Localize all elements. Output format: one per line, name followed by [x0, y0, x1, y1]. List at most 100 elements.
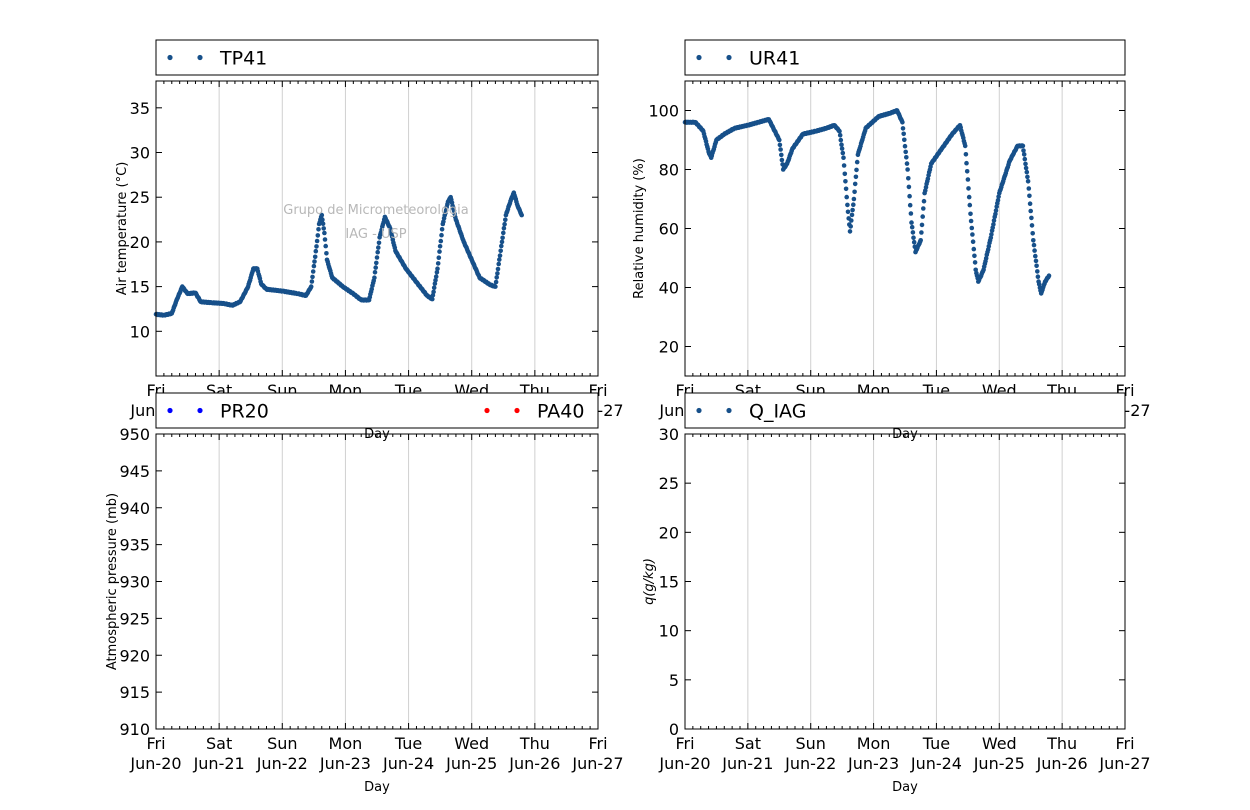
data-point [968, 218, 974, 224]
data-point [970, 239, 976, 244]
data-point [1022, 156, 1028, 162]
plot-frame [155, 433, 599, 730]
data-point [842, 171, 848, 177]
data-point [920, 214, 925, 219]
data-point [964, 169, 970, 174]
data-point [322, 237, 328, 242]
data-point [919, 222, 925, 228]
x-axis-label: Day [892, 780, 918, 795]
data-point [372, 270, 378, 275]
data-point [501, 230, 506, 236]
data-point [904, 161, 910, 166]
y-tick-label: 950 [119, 425, 150, 444]
x-tick-label-day: Thu [519, 734, 550, 753]
y-tick-label: 30 [659, 425, 679, 444]
data-point [313, 248, 319, 254]
data-point [434, 270, 440, 275]
data-point [497, 257, 502, 262]
plot-frame [684, 433, 1126, 730]
data-point [968, 211, 973, 217]
data-point [1025, 174, 1030, 180]
data-point [1027, 201, 1033, 206]
data-point [1028, 208, 1033, 214]
y-tick-label: 20 [130, 233, 150, 252]
data-point [372, 275, 377, 281]
y-tick-label: 10 [659, 622, 679, 641]
legend-box [155, 39, 599, 76]
data-point [1046, 273, 1052, 279]
y-tick-label: 30 [130, 144, 150, 163]
chart-humidity: 20406080100FriJun-20SatJun-21SunJun-22Mo… [632, 39, 1151, 442]
data-point [309, 279, 315, 284]
watermark-line-2: IAG - USP [345, 227, 406, 242]
data-point [779, 152, 784, 158]
data-point [431, 289, 436, 295]
data-point [972, 253, 977, 259]
data-point [911, 235, 916, 240]
legend-box [684, 392, 1126, 429]
data-point [843, 186, 849, 192]
data-point [437, 249, 442, 254]
legend-label: TP41 [219, 48, 267, 70]
data-point [837, 128, 842, 134]
y-tick-label: 910 [119, 720, 150, 739]
data-point [854, 159, 860, 165]
data-point [965, 177, 971, 182]
data-point [841, 163, 847, 168]
data-point [433, 278, 438, 283]
data-point [839, 142, 844, 147]
x-tick-label-day: Sun [795, 734, 825, 753]
data-point [1035, 269, 1040, 274]
y-tick-label: 20 [659, 338, 679, 357]
data-point [854, 167, 859, 173]
data-point [502, 221, 507, 227]
data-point [1034, 263, 1039, 269]
legend-marker [696, 407, 702, 414]
data-point [845, 202, 850, 208]
x-tick-label-date: Jun-20 [129, 754, 181, 773]
data-point [838, 137, 844, 143]
y-tick-label: 930 [119, 573, 150, 592]
x-tick-label-date: Jun-24 [382, 754, 434, 773]
data-point [919, 230, 924, 235]
x-tick-label-date: Jun-23 [319, 754, 371, 773]
data-point [1021, 148, 1026, 153]
data-point [964, 160, 969, 166]
legend-marker [167, 54, 173, 61]
data-point [519, 212, 524, 218]
legend-marker [726, 54, 732, 61]
y-tick-label: 15 [130, 278, 150, 297]
data-point [1027, 193, 1032, 199]
x-axis-label: Day [364, 780, 390, 795]
data-point [495, 271, 500, 276]
x-tick-label-date: Jun-21 [193, 754, 245, 773]
legend-marker [197, 54, 203, 61]
data-point [310, 274, 315, 280]
data-point [308, 284, 314, 289]
data-point [852, 189, 857, 195]
data-point [436, 255, 442, 260]
data-point [493, 279, 499, 285]
data-point [777, 142, 783, 148]
x-tick-label-date: Jun-27 [1098, 754, 1150, 773]
data-point [496, 261, 502, 267]
data-point [497, 253, 503, 258]
data-point [907, 193, 912, 199]
data-point [848, 224, 853, 229]
data-point [500, 235, 505, 241]
data-point [319, 212, 325, 218]
data-point [906, 184, 912, 190]
legend-box [155, 392, 599, 429]
data-point [314, 238, 320, 244]
data-point [962, 143, 968, 149]
data-point [906, 176, 911, 181]
x-tick-label-date: Jun-24 [910, 754, 962, 773]
legend-marker [696, 54, 702, 61]
y-axis-label: q(g/kg) [642, 558, 657, 605]
data-point [779, 157, 785, 163]
legend-marker [726, 407, 732, 414]
data-point [907, 202, 913, 208]
data-point [972, 260, 978, 265]
data-point [849, 212, 855, 218]
